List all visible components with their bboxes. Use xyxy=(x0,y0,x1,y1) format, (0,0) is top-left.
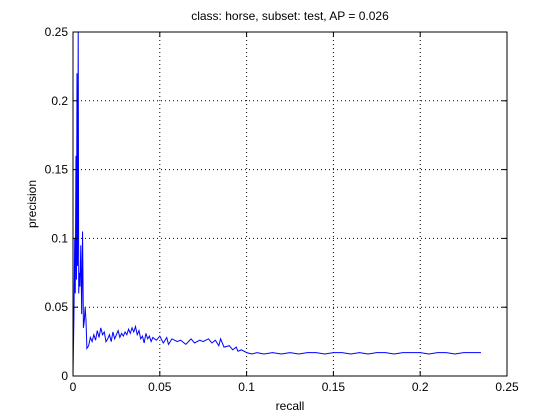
y-tick-label: 0.1 xyxy=(51,231,68,245)
x-tick-label: 0 xyxy=(70,380,77,394)
y-tick-label: 0.15 xyxy=(45,163,69,177)
y-tick-label: 0.25 xyxy=(45,25,69,39)
y-tick-label: 0 xyxy=(61,369,68,383)
x-tick-label: 0.15 xyxy=(322,380,346,394)
y-tick-label: 0.2 xyxy=(51,94,68,108)
y-tick-label: 0.05 xyxy=(45,300,69,314)
x-tick-label: 0.25 xyxy=(495,380,519,394)
x-tick-label: 0.05 xyxy=(148,380,172,394)
precision-recall-line xyxy=(72,31,481,377)
axes-box xyxy=(72,31,508,377)
x-tick-label: 0.2 xyxy=(412,380,429,394)
x-axis-label: recall xyxy=(276,399,305,413)
ticks: 0 0.05 0.1 0.15 0.2 0.25 0 0.05 0.1 0.15 0.2 0.25 xyxy=(45,25,519,394)
chart-title: class: horse, subset: test, AP = 0.026 xyxy=(191,9,389,23)
data-series xyxy=(72,31,481,377)
plot-area xyxy=(73,32,507,376)
x-tick-label: 0.1 xyxy=(238,380,255,394)
grid-lines xyxy=(73,32,507,376)
y-axis-label: precision xyxy=(25,180,39,228)
